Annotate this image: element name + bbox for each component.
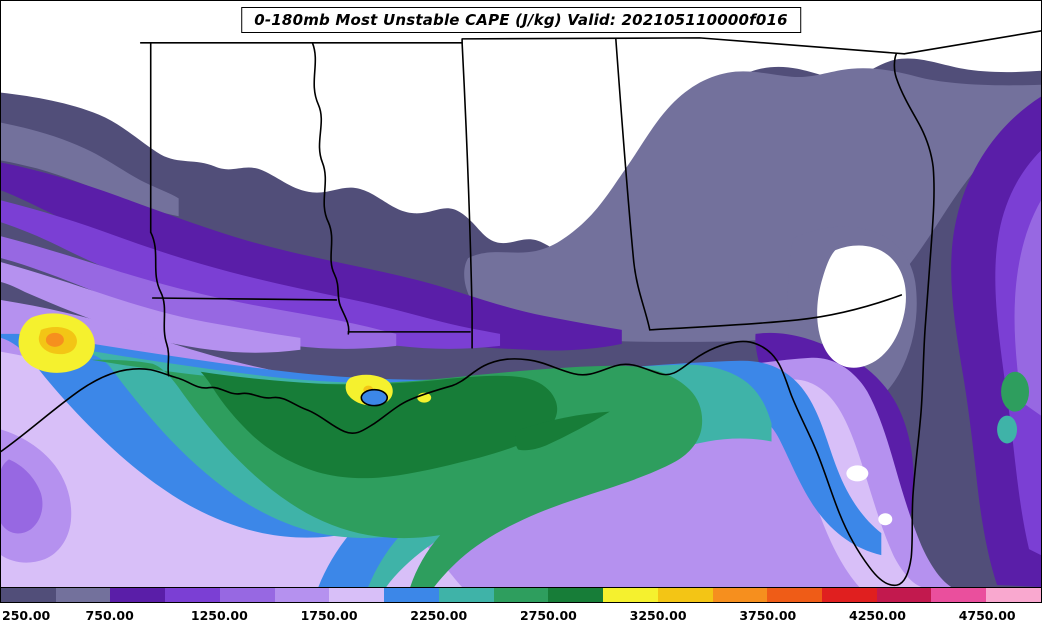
state-border-top: [139, 37, 906, 55]
colorbar-tick-label: 4250.00: [849, 608, 906, 623]
colorbar-segment: [329, 588, 385, 602]
colorbar-segment: [493, 588, 549, 602]
white-low-cape-region: [817, 245, 906, 368]
colorbar-segment: [767, 588, 823, 602]
lake-pontchartrain: [360, 388, 389, 407]
colorbar-tick-label: 250.00: [2, 608, 51, 623]
contour-region: [1, 200, 501, 349]
white-low-cape-spot: [878, 513, 893, 526]
mississippi-river: [311, 42, 350, 335]
state-border-sabine-river: [149, 231, 170, 377]
colorbar-tick-label: 3750.00: [739, 608, 797, 623]
colorbar-tick-labels: 250.00 750.00 1250.00 1750.00 2250.00 2750.00…: [0, 604, 1042, 633]
contour-region: [200, 371, 558, 479]
state-border-northeast: [903, 30, 1041, 55]
colorbar: [0, 587, 1042, 603]
map-title: 0-180mb Most Unstable CAPE (J/kg) Valid:…: [241, 7, 801, 33]
colorbar-tick-label: 2750.00: [519, 608, 577, 623]
colorbar-segment: [1, 588, 56, 602]
contour-region: [1001, 371, 1030, 412]
colorbar-segment: [165, 588, 220, 602]
contour-region: [1, 459, 43, 534]
colorbar-segment: [603, 588, 658, 602]
contour-region: [1, 236, 397, 349]
colorbar-segment: [876, 588, 932, 602]
gulf-and-atlantic-coastline: [1, 53, 935, 587]
map-frame: [0, 0, 1042, 588]
colorbar-segment: [931, 588, 987, 602]
map-canvas: [1, 30, 1041, 587]
contour-region: [45, 332, 64, 347]
colorbar-tick-label: 750.00: [85, 608, 134, 623]
contour-region: [1, 122, 179, 217]
colorbar-segment: [986, 588, 1041, 602]
contour-region: [515, 411, 610, 451]
white-low-cape-spot: [846, 465, 869, 482]
colorbar-tick-label: 1750.00: [300, 608, 358, 623]
contour-region: [1, 262, 301, 353]
geography-lines: [1, 30, 1041, 587]
cape-fill-contours: [1, 58, 1041, 587]
state-border-al-ga: [615, 38, 651, 331]
state-border-ms-al: [461, 42, 473, 349]
colorbar-tick-label: 4750.00: [958, 608, 1016, 623]
colorbar-segment: [548, 588, 604, 602]
contour-region: [1, 162, 622, 351]
colorbar-segment: [110, 588, 166, 602]
colorbar-segment: [384, 588, 439, 602]
colorbar-segment: [274, 588, 330, 602]
contour-region: [1014, 200, 1041, 416]
colorbar-tick-label: 1250.00: [190, 608, 248, 623]
contour-region: [997, 415, 1018, 444]
colorbar-segment: [55, 588, 111, 602]
colorbar-segment: [657, 588, 713, 602]
state-border-ar-la: [151, 297, 338, 301]
colorbar-segment: [219, 588, 275, 602]
colorbar-segment: [822, 588, 877, 602]
colorbar-tick-label: 3250.00: [629, 608, 687, 623]
colorbar-tick-label: 2250.00: [410, 608, 468, 623]
colorbar-segment: [712, 588, 768, 602]
state-border-ga-fl: [648, 294, 903, 331]
colorbar-segment: [438, 588, 494, 602]
